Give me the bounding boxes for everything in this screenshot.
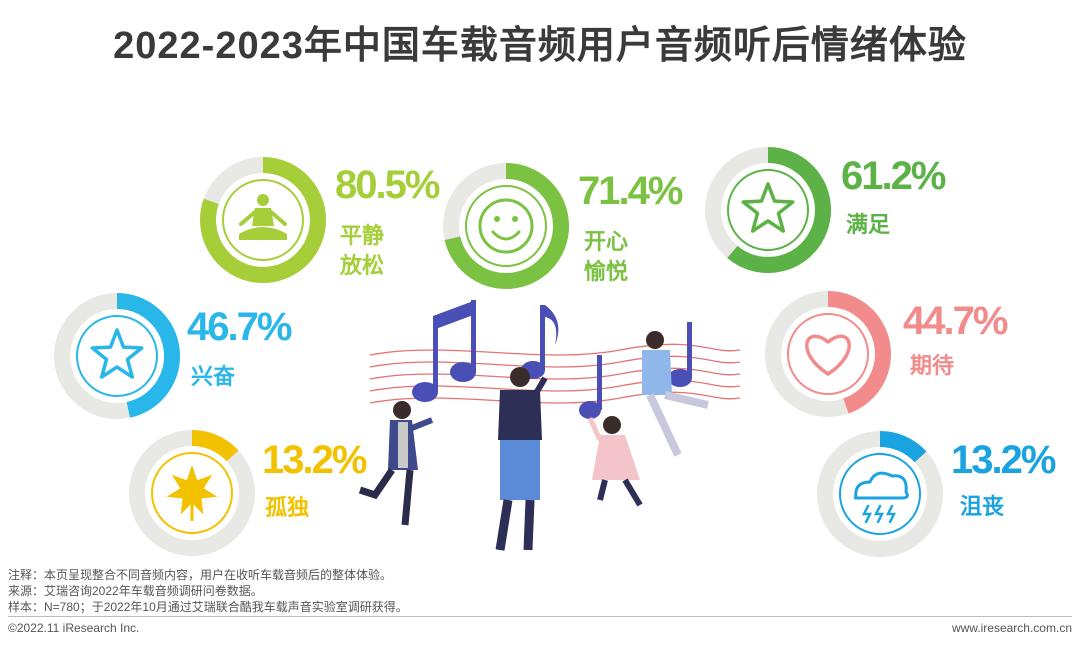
category-label: 孤独 xyxy=(265,495,309,521)
footnote-sample: 样本：N=780；于2022年10月通过艾瑞联合酷我车载声音实验室调研获得。 xyxy=(8,600,408,614)
category-label: 放松 xyxy=(339,253,384,279)
donut-value-arc xyxy=(191,430,239,462)
category-label: 愉悦 xyxy=(584,259,628,285)
category-label: 兴奋 xyxy=(191,365,236,390)
category-label: 沮丧 xyxy=(960,494,1004,520)
donut-chart-item: 61.2% 满足 xyxy=(705,147,948,273)
heart-icon xyxy=(805,334,851,376)
percent-label: 13.2% xyxy=(951,438,1056,482)
donut-value-arc xyxy=(727,147,831,273)
footnote-source: 来源：艾瑞咨询2022年车载音频调研问卷数据。 xyxy=(8,584,263,598)
donut-value-arc xyxy=(116,293,180,418)
category-label: 期待 xyxy=(910,353,954,379)
smiley-icon xyxy=(478,198,534,254)
music-notes-illustration xyxy=(412,300,692,419)
donut-value-arc xyxy=(879,431,927,463)
donut-chart-item: 46.7% 兴奋 xyxy=(54,293,294,419)
donut-value-arc xyxy=(827,291,891,414)
page-title: 2022-2023年中国车载音频用户音频听后情绪体验 xyxy=(113,25,967,67)
percent-label: 71.4% xyxy=(578,169,683,213)
percent-label: 46.7% xyxy=(187,305,292,349)
donut-chart-item: 13.2% 孤独 xyxy=(129,430,369,556)
donut-inner-ring xyxy=(76,315,158,397)
donut-inner-ring xyxy=(787,313,869,395)
category-label: 满足 xyxy=(846,213,890,238)
category-label: 平静 xyxy=(340,223,384,249)
footnote-remark: 注释：本页呈现整合不同音频内容，用户在收听车载音频后的整体体验。 xyxy=(8,568,393,582)
website-text: www.iresearch.com.cn xyxy=(951,621,1072,635)
star-icon xyxy=(741,182,795,233)
storm-cloud-icon xyxy=(854,471,909,500)
footer-divider xyxy=(8,616,1072,617)
category-label: 开心 xyxy=(584,230,628,255)
percent-label: 61.2% xyxy=(841,154,946,198)
donut-chart-item: 13.2% 沮丧 xyxy=(817,431,1058,557)
percent-label: 44.7% xyxy=(903,299,1008,343)
star-icon xyxy=(90,328,144,379)
dancing-people-illustration xyxy=(358,331,709,551)
copyright-text: ©2022.11 iResearch Inc. xyxy=(8,621,140,635)
donut-inner-ring xyxy=(727,169,809,251)
donut-inner-ring xyxy=(839,453,921,535)
donut-inner-ring xyxy=(465,185,547,267)
meditation-icon xyxy=(257,194,269,206)
donut-value-arc xyxy=(444,163,569,289)
donut-chart-item: 44.7% 期待 xyxy=(765,291,1010,417)
percent-label: 13.2% xyxy=(262,438,367,482)
leaf-icon xyxy=(166,465,218,515)
footnotes: 注释：本页呈现整合不同音频内容，用户在收听车载音频后的整体体验。 来源：艾瑞咨询… xyxy=(8,567,408,615)
percent-label: 80.5% xyxy=(335,163,440,207)
donut-value-arc xyxy=(200,157,326,283)
